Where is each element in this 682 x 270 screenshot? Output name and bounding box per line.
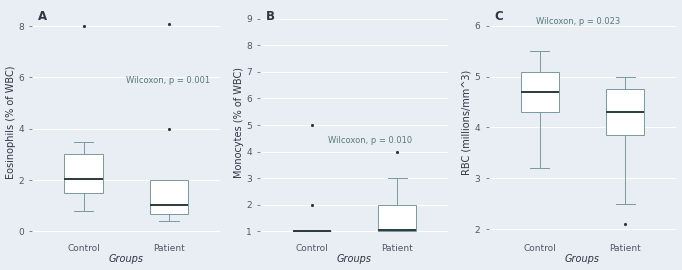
Text: A: A	[38, 10, 47, 23]
Text: Wilcoxon, p = 0.010: Wilcoxon, p = 0.010	[328, 136, 412, 145]
X-axis label: Groups: Groups	[337, 254, 372, 264]
X-axis label: Groups: Groups	[109, 254, 144, 264]
Text: Wilcoxon, p = 0.001: Wilcoxon, p = 0.001	[126, 76, 211, 85]
Y-axis label: RBC (millions/mm^3): RBC (millions/mm^3)	[462, 70, 472, 175]
PathPatch shape	[520, 72, 559, 112]
Text: Wilcoxon, p = 0.023: Wilcoxon, p = 0.023	[535, 17, 620, 26]
Y-axis label: Eosinophils (% of WBC): Eosinophils (% of WBC)	[5, 66, 16, 179]
Text: B: B	[266, 10, 275, 23]
PathPatch shape	[378, 205, 416, 231]
PathPatch shape	[606, 89, 644, 135]
X-axis label: Groups: Groups	[565, 254, 600, 264]
Text: C: C	[494, 10, 503, 23]
PathPatch shape	[64, 154, 103, 193]
Y-axis label: Monocytes (% of WBC): Monocytes (% of WBC)	[234, 67, 243, 178]
PathPatch shape	[150, 180, 188, 214]
